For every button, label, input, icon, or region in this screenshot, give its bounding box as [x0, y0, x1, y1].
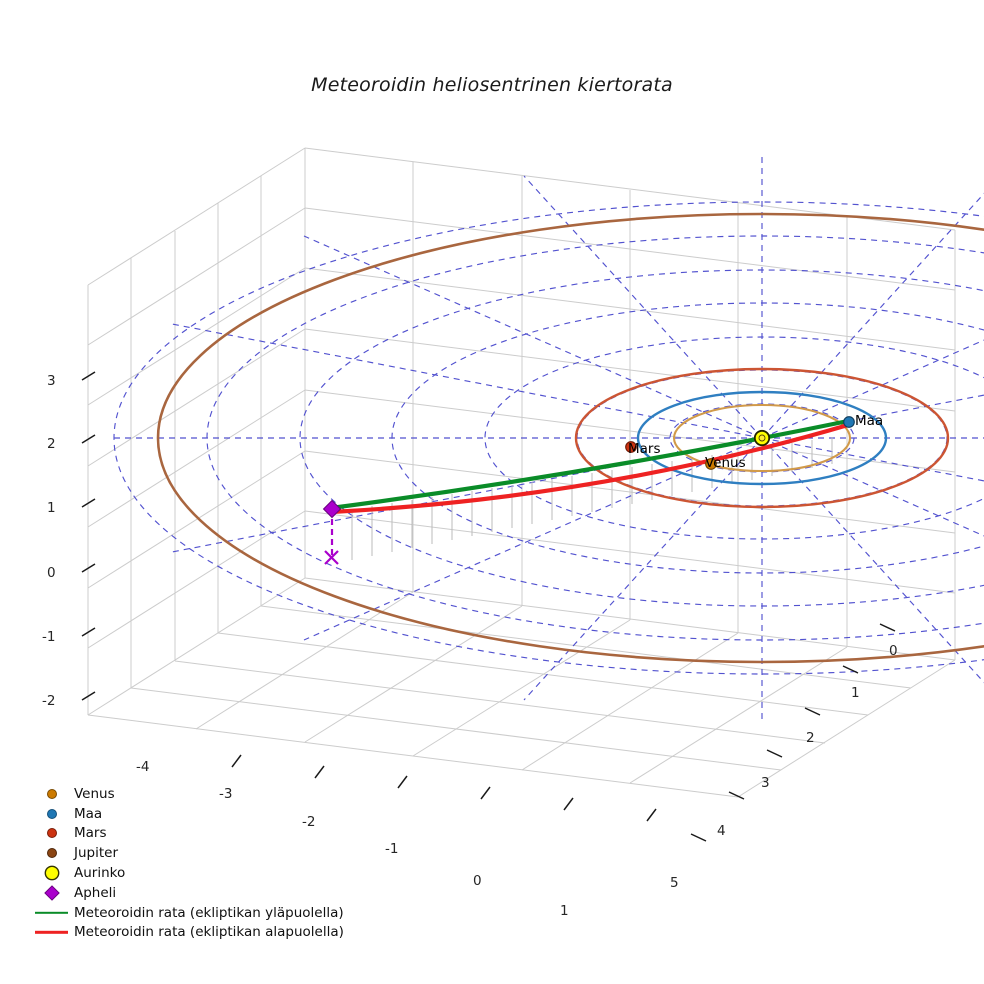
- aphelion-marker: [322, 499, 342, 519]
- z-tick-label: -2: [42, 693, 56, 709]
- legend-label: Apheli: [74, 884, 117, 901]
- legend-label: Meteoroidin rata (ekliptikan yläpuolella…: [74, 904, 344, 921]
- x-tick-label: 1: [560, 903, 569, 919]
- sun-dot-icon: [30, 863, 74, 883]
- x-tick-label: -3: [219, 786, 233, 802]
- earth-dot-icon: [30, 804, 74, 824]
- legend-item-orbit-above[interactable]: Meteoroidin rata (ekliptikan yläpuolella…: [30, 903, 360, 923]
- z-tick-label: 1: [47, 500, 56, 516]
- z-tick-label: 2: [47, 436, 56, 452]
- x-tick-label: -2: [302, 814, 316, 830]
- legend-label: Meteoroidin rata (ekliptikan alapuolella…: [74, 924, 344, 941]
- x-tick-label: 0: [473, 873, 482, 889]
- legend-label: Mars: [74, 825, 107, 842]
- jupiter-dot-icon: [30, 843, 74, 863]
- mars-marker: [625, 441, 637, 453]
- pane-grid: [87, 147, 956, 798]
- legend-label: Maa: [74, 805, 103, 822]
- chart-title: Meteoroidin heliosentrinen kiertorata: [311, 74, 673, 96]
- aphelion-dropline: [324, 509, 339, 565]
- y-tick-label: 2: [806, 730, 815, 746]
- y-tick-label: 5: [670, 875, 679, 891]
- y-tick-label: 4: [717, 823, 726, 839]
- z-tick-label: 3: [47, 373, 56, 389]
- meteoroid-stems: [351, 437, 833, 560]
- orbit-above-line-icon: [30, 903, 74, 923]
- aphelion-diamond-icon: [30, 883, 74, 903]
- legend-item-venus[interactable]: Venus: [30, 784, 360, 804]
- legend-item-maa[interactable]: Maa: [30, 804, 360, 824]
- earth-orbit: [636, 390, 888, 486]
- legend-item-apheli[interactable]: Apheli: [30, 883, 360, 903]
- meteoroid-orbit-below: [328, 422, 851, 515]
- legend-label: Venus: [74, 785, 115, 802]
- y-tick-label: 1: [851, 685, 860, 701]
- orbit-below-line-icon: [30, 923, 74, 943]
- jupiter-orbit: [156, 212, 984, 664]
- aphelion-projection-x-marker: [324, 550, 339, 565]
- legend: Venus Maa Mars Jupiter Aurinko: [30, 784, 360, 942]
- legend-item-orbit-below[interactable]: Meteoroidin rata (ekliptikan alapuolella…: [30, 923, 360, 943]
- venus-dot-icon: [30, 784, 74, 804]
- earth-marker: [843, 416, 855, 428]
- legend-item-jupiter[interactable]: Jupiter: [30, 843, 360, 863]
- legend-item-aurinko[interactable]: Aurinko: [30, 863, 360, 883]
- axis-ticks: [81, 371, 896, 842]
- legend-label: Jupiter: [74, 845, 119, 862]
- venus-marker: [705, 458, 717, 470]
- legend-label: Aurinko: [74, 865, 126, 882]
- z-tick-label: 0: [47, 565, 56, 581]
- legend-item-mars[interactable]: Mars: [30, 824, 360, 844]
- x-tick-label: -1: [385, 841, 399, 857]
- meteoroid-orbit-above: [328, 418, 851, 511]
- mars-orbit: [574, 367, 950, 509]
- venus-orbit: [672, 403, 852, 473]
- sun-marker: [753, 429, 771, 447]
- z-tick-label: -1: [42, 629, 56, 645]
- venus-point-label: Venus: [705, 455, 746, 471]
- mars-dot-icon: [30, 824, 74, 844]
- y-tick-label: 3: [761, 775, 770, 791]
- x-tick-label: -4: [136, 759, 150, 775]
- mars-point-label: Mars: [628, 441, 661, 457]
- earth-point-label: Maa: [855, 413, 884, 429]
- y-tick-label: 0: [889, 643, 898, 659]
